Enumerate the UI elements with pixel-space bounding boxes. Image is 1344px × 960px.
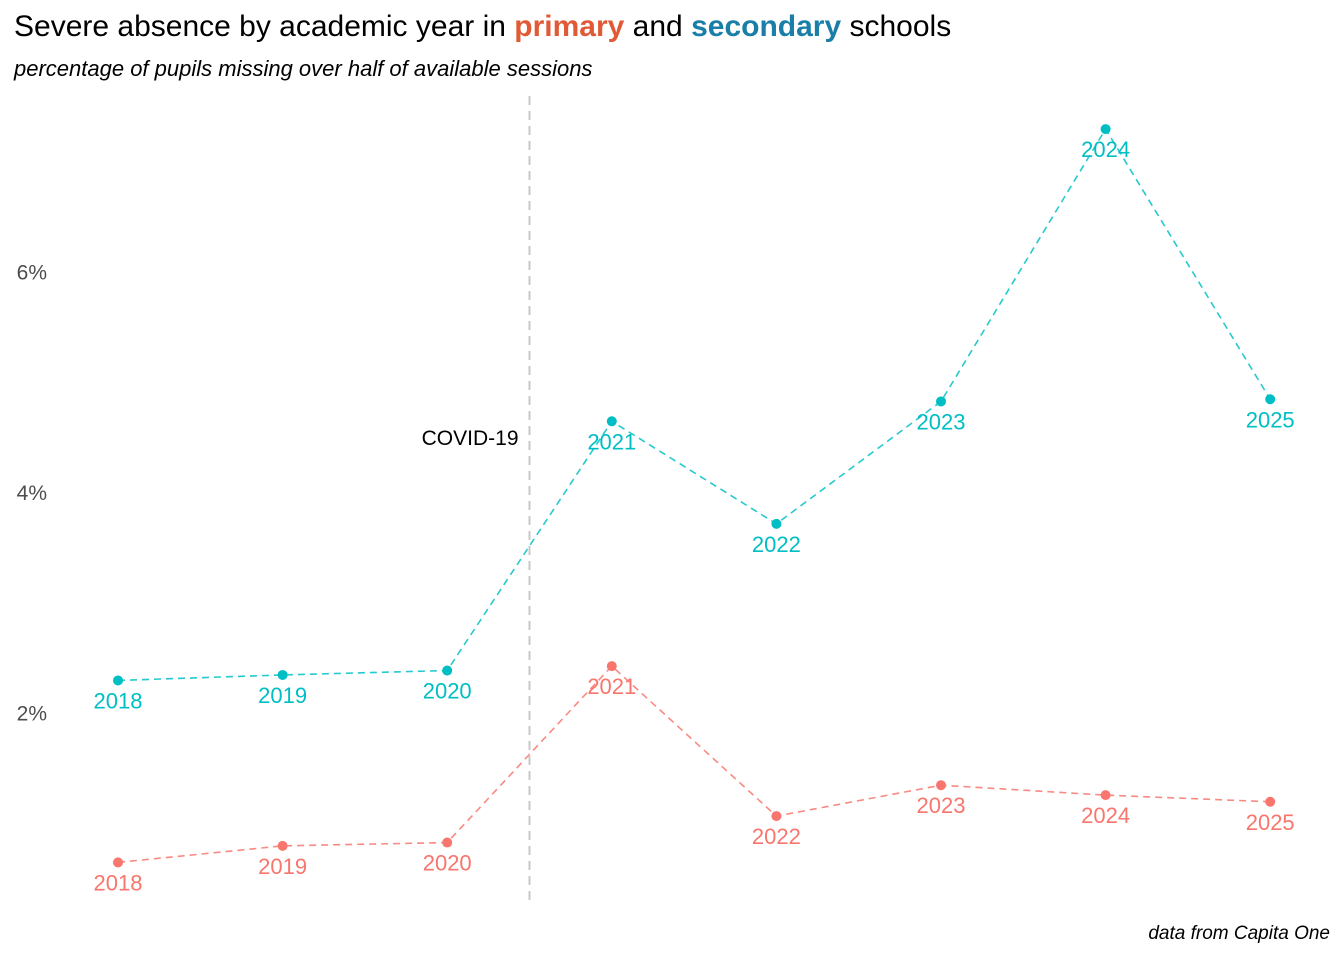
secondary-label-2019: 2019 — [258, 683, 307, 708]
primary-label-2021: 2021 — [587, 674, 636, 699]
secondary-label-2021: 2021 — [587, 429, 636, 454]
primary-label-2018: 2018 — [94, 870, 143, 895]
secondary-label-2018: 2018 — [94, 688, 143, 713]
secondary-label-2020: 2020 — [423, 679, 472, 704]
primary-label-2020: 2020 — [423, 851, 472, 876]
secondary-point-2020 — [442, 665, 453, 676]
secondary-label-2023: 2023 — [917, 409, 966, 434]
secondary-point-2022 — [771, 518, 782, 529]
secondary-label-2025: 2025 — [1246, 407, 1295, 432]
primary-point-2020 — [442, 837, 453, 848]
secondary-series-line — [117, 127, 1271, 682]
covid-annotation: COVID-19 — [422, 427, 519, 450]
title-primary-word: primary — [514, 10, 625, 43]
secondary-point-2024 — [1100, 124, 1111, 135]
title-middle: and — [624, 10, 692, 43]
primary-point-2024 — [1100, 790, 1111, 801]
title-prefix: Severe absence by academic year in — [14, 10, 515, 43]
primary-label-2024: 2024 — [1081, 803, 1130, 828]
secondary-point-2021 — [606, 416, 617, 427]
secondary-point-2019 — [277, 669, 288, 680]
chart-caption: data from Capita One — [1148, 923, 1330, 944]
chart-subtitle: percentage of pupils missing over half o… — [14, 56, 593, 81]
primary-label-2022: 2022 — [752, 824, 801, 849]
secondary-point-2023 — [936, 396, 946, 407]
primary-label-2019: 2019 — [258, 854, 307, 879]
title-suffix: schools — [841, 10, 952, 43]
primary-point-2025 — [1265, 796, 1276, 807]
primary-label-2025: 2025 — [1246, 810, 1295, 835]
secondary-label-2024: 2024 — [1081, 137, 1130, 162]
primary-point-2018 — [113, 857, 123, 868]
primary-point-2019 — [277, 840, 288, 851]
chart-title: Severe absence by academic year in prima… — [14, 10, 951, 44]
y-tick-label: 6% — [17, 261, 47, 284]
primary-point-2022 — [771, 811, 782, 822]
secondary-point-2025 — [1265, 394, 1276, 405]
y-tick-label: 2% — [17, 703, 47, 726]
title-secondary-word: secondary — [691, 10, 842, 43]
secondary-point-2018 — [113, 675, 123, 686]
primary-point-2023 — [936, 780, 946, 791]
primary-point-2021 — [606, 661, 617, 672]
secondary-label-2022: 2022 — [752, 532, 801, 557]
y-tick-label: 4% — [17, 482, 47, 505]
primary-series-line — [117, 664, 1271, 864]
primary-label-2023: 2023 — [917, 793, 966, 818]
